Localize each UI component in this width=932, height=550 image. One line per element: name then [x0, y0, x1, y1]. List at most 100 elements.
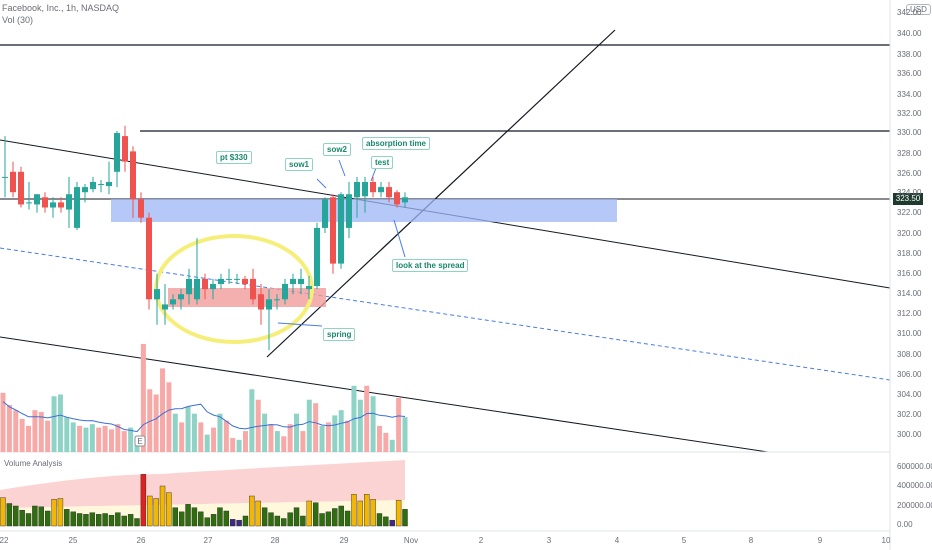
- candle-body: [338, 194, 344, 264]
- volume-bar: [64, 417, 70, 452]
- annotation-look-at-spread[interactable]: look at the spread: [392, 259, 469, 272]
- volume-bar: [185, 406, 191, 452]
- volume-analysis-bar: [255, 500, 261, 527]
- volume-tick: 0.00: [897, 520, 913, 529]
- volume-ma-line: [2, 401, 406, 433]
- volume-bar: [230, 438, 236, 452]
- volume-analysis-bar: [134, 518, 140, 527]
- currency-badge[interactable]: USD: [906, 4, 931, 15]
- time-tick: Nov: [403, 536, 419, 545]
- annotation-pt-330[interactable]: pt $330: [216, 151, 252, 164]
- volume-analysis-bar: [389, 519, 395, 527]
- annotation-spring[interactable]: spring: [323, 328, 356, 341]
- candle-body: [106, 182, 112, 187]
- volume-bar: [191, 413, 197, 452]
- price-tick: 308.00: [897, 350, 922, 359]
- earnings-marker[interactable]: E: [134, 435, 146, 447]
- candle-body: [66, 194, 72, 210]
- volume-analysis-bar: [153, 498, 159, 527]
- volume-analysis-bar: [300, 515, 306, 527]
- price-tick: 316.00: [897, 269, 922, 278]
- time-tick: 3: [546, 536, 552, 545]
- arrow-test: [370, 167, 377, 182]
- annotation-sow1[interactable]: sow1: [285, 158, 314, 171]
- candle-body: [402, 197, 408, 203]
- volume-analysis-bar: [178, 511, 185, 527]
- volume-analysis-bar: [395, 499, 402, 527]
- volume-analysis-bar: [96, 514, 102, 527]
- volume-bar: [83, 427, 89, 452]
- time-tick: 4: [614, 536, 620, 545]
- volume-bar: [402, 417, 408, 452]
- volume-bar: [287, 424, 293, 452]
- candle-body: [266, 299, 272, 310]
- volume-bar: [19, 418, 25, 452]
- volume-bar: [370, 396, 376, 452]
- price-tick: 320.00: [897, 229, 922, 238]
- price-tick: 326.00: [897, 169, 922, 178]
- candle-body: [10, 171, 16, 193]
- volume-analysis-bar: [140, 474, 147, 527]
- volume-analysis-bar: [159, 485, 166, 527]
- volume-bar: [319, 425, 325, 452]
- volume-analysis-bar: [242, 515, 249, 527]
- symbol-title[interactable]: Facebook, Inc., 1h, NASDAQ: [2, 3, 120, 13]
- price-tick: 342.00: [897, 8, 922, 17]
- candle-body: [322, 199, 328, 228]
- volume-bar: [32, 410, 38, 452]
- volume-analysis-bar: [76, 513, 83, 527]
- volume-analysis-bar: [19, 509, 25, 527]
- downtrend-line-lower[interactable]: [0, 336, 769, 453]
- candle-body: [90, 182, 96, 190]
- volume-analysis-bar: [172, 507, 178, 527]
- candle-body: [82, 187, 88, 193]
- price-tick: 330.00: [897, 128, 922, 137]
- volume-analysis-bar: [185, 504, 191, 527]
- volume-analysis-label[interactable]: Volume Analysis: [4, 459, 63, 468]
- annotation-absorption-time[interactable]: absorption time: [362, 137, 431, 150]
- price-tick: 310.00: [897, 329, 922, 338]
- candle-body: [50, 202, 56, 208]
- current-price-tag: 323.50: [893, 193, 923, 205]
- candle-body: [370, 182, 376, 193]
- volume-analysis-upper-band: [0, 460, 405, 508]
- price-tick: 314.00: [897, 289, 922, 298]
- volume-bar: [389, 439, 395, 452]
- volume-bar: [0, 392, 6, 452]
- volume-bar: [294, 413, 300, 452]
- volume-bar: [77, 425, 83, 452]
- candle-body: [98, 184, 104, 186]
- volume-tick: 600000.00: [897, 462, 932, 471]
- volume-analysis-bar: [57, 498, 64, 527]
- volume-bar: [325, 422, 331, 452]
- price-tick: 336.00: [897, 69, 922, 78]
- volume-bar: [223, 420, 229, 452]
- price-tick: 302.00: [897, 410, 922, 419]
- annotation-sow2[interactable]: sow2: [323, 143, 352, 156]
- candle-body: [354, 182, 360, 198]
- volume-analysis-bar: [338, 505, 344, 527]
- volume-bar: [281, 436, 287, 452]
- volume-analysis-bar: [383, 516, 389, 527]
- volume-analysis-bar: [274, 515, 281, 527]
- volume-analysis-bar: [261, 507, 268, 527]
- volume-tick: 400000.00: [897, 481, 932, 490]
- volume-analysis-bar: [319, 513, 325, 527]
- price-tick: 324.00: [897, 188, 922, 197]
- volume-analysis-bar: [102, 513, 108, 527]
- volume-indicator-label[interactable]: Vol (30): [2, 15, 34, 25]
- volume-bar: [128, 427, 134, 452]
- volume-analysis-bar: [306, 500, 312, 527]
- volume-analysis-bar: [70, 511, 76, 527]
- annotation-test[interactable]: test: [371, 156, 394, 169]
- candle-body: [306, 286, 312, 290]
- volume-analysis-bar: [351, 494, 357, 527]
- candle-body: [274, 299, 280, 301]
- trend-lines: [0, 0, 891, 550]
- candle-body: [42, 197, 48, 208]
- candle-body: [138, 199, 144, 218]
- volume-analysis-bar: [357, 500, 364, 527]
- support-zone[interactable]: [111, 199, 617, 222]
